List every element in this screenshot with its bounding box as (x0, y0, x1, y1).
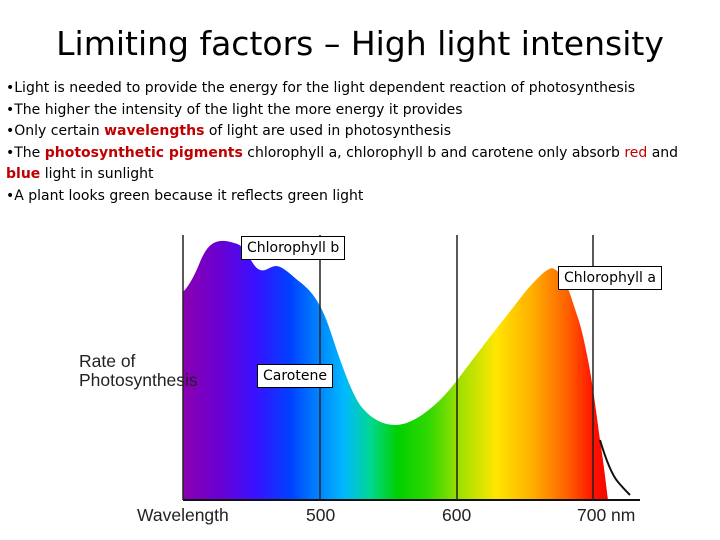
x-axis-label: Wavelength (137, 505, 229, 525)
bullet-3-highlight: wavelengths (104, 123, 205, 139)
bullet-4-and: and (647, 144, 679, 161)
spectrum-tail (599, 439, 631, 496)
bullet-4-mid: chlorophyll a, chlorophyll b and caroten… (242, 144, 625, 161)
bullet-4-highlight: photosynthetic pigments (44, 144, 243, 161)
bullet-4-blue: blue (6, 166, 41, 182)
y-axis-label-line1: Rate of (79, 351, 136, 371)
label-chlorophyll-a: Chlorophyll a (558, 266, 662, 290)
bullet-3-post: of light are used in photosynthesis (204, 123, 451, 139)
bullet-1: •Light is needed to provide the energy f… (6, 80, 636, 96)
y-axis-label: Rate of Photosynthesis (79, 352, 198, 390)
bullet-2: •The higher the intensity of the light t… (6, 101, 463, 118)
bullet-4: •The photosynthetic pigments chlorophyll… (6, 143, 714, 186)
bullet-4-pre: •The (6, 144, 45, 161)
bullet-3-pre: •Only certain (6, 123, 105, 139)
bullet-4-red: red (624, 144, 648, 161)
spectrum-area (183, 240, 608, 500)
label-carotene: Carotene (257, 364, 333, 388)
bullet-list: •Light is needed to provide the energy f… (6, 78, 714, 207)
tick-500: 500 (306, 505, 336, 525)
tick-600: 600 (442, 505, 472, 525)
tick-700: 700 nm (577, 505, 636, 525)
bullet-5: •A plant looks green because it reflects… (6, 187, 364, 204)
bullet-3: •Only certain wavelengths of light are u… (6, 121, 714, 143)
label-chlorophyll-b: Chlorophyll b (241, 236, 346, 260)
bullet-4-post: light in sunlight (40, 166, 154, 182)
y-axis-label-line2: Photosynthesis (79, 370, 198, 390)
slide-title: Limiting factors – High light intensity (56, 24, 664, 63)
